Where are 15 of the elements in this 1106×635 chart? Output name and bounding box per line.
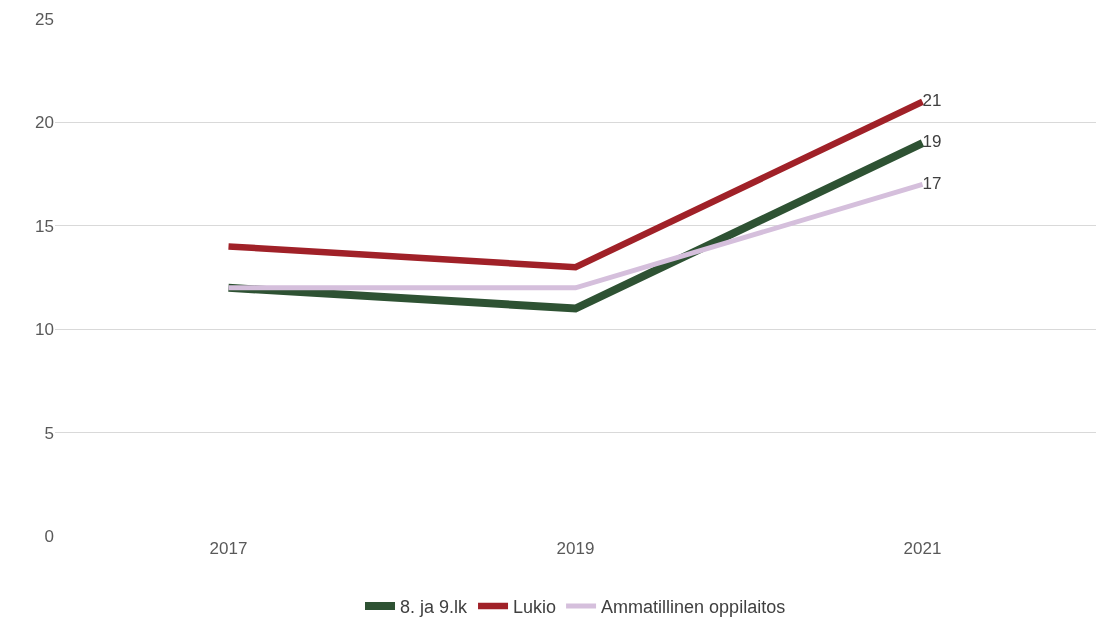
data-label: 17: [922, 173, 942, 193]
legend-label: 8. ja 9.lk: [400, 596, 469, 617]
y-tick-label: 5: [44, 423, 54, 443]
data-label: 21: [922, 90, 942, 110]
x-tick-label: 2021: [903, 539, 942, 558]
y-tick-label: 20: [35, 113, 54, 133]
x-tick-label: 2019: [556, 539, 595, 558]
y-tick-label: 0: [44, 526, 54, 546]
legend-label: Lukio: [513, 596, 557, 617]
y-tick-label: 25: [35, 9, 54, 29]
data-label: 19: [922, 132, 942, 152]
legend-label: Ammatillinen oppilaitos: [601, 596, 786, 617]
x-tick-label: 2017: [209, 539, 248, 558]
y-tick-label: 15: [35, 216, 54, 236]
y-tick-label: 10: [35, 320, 54, 340]
